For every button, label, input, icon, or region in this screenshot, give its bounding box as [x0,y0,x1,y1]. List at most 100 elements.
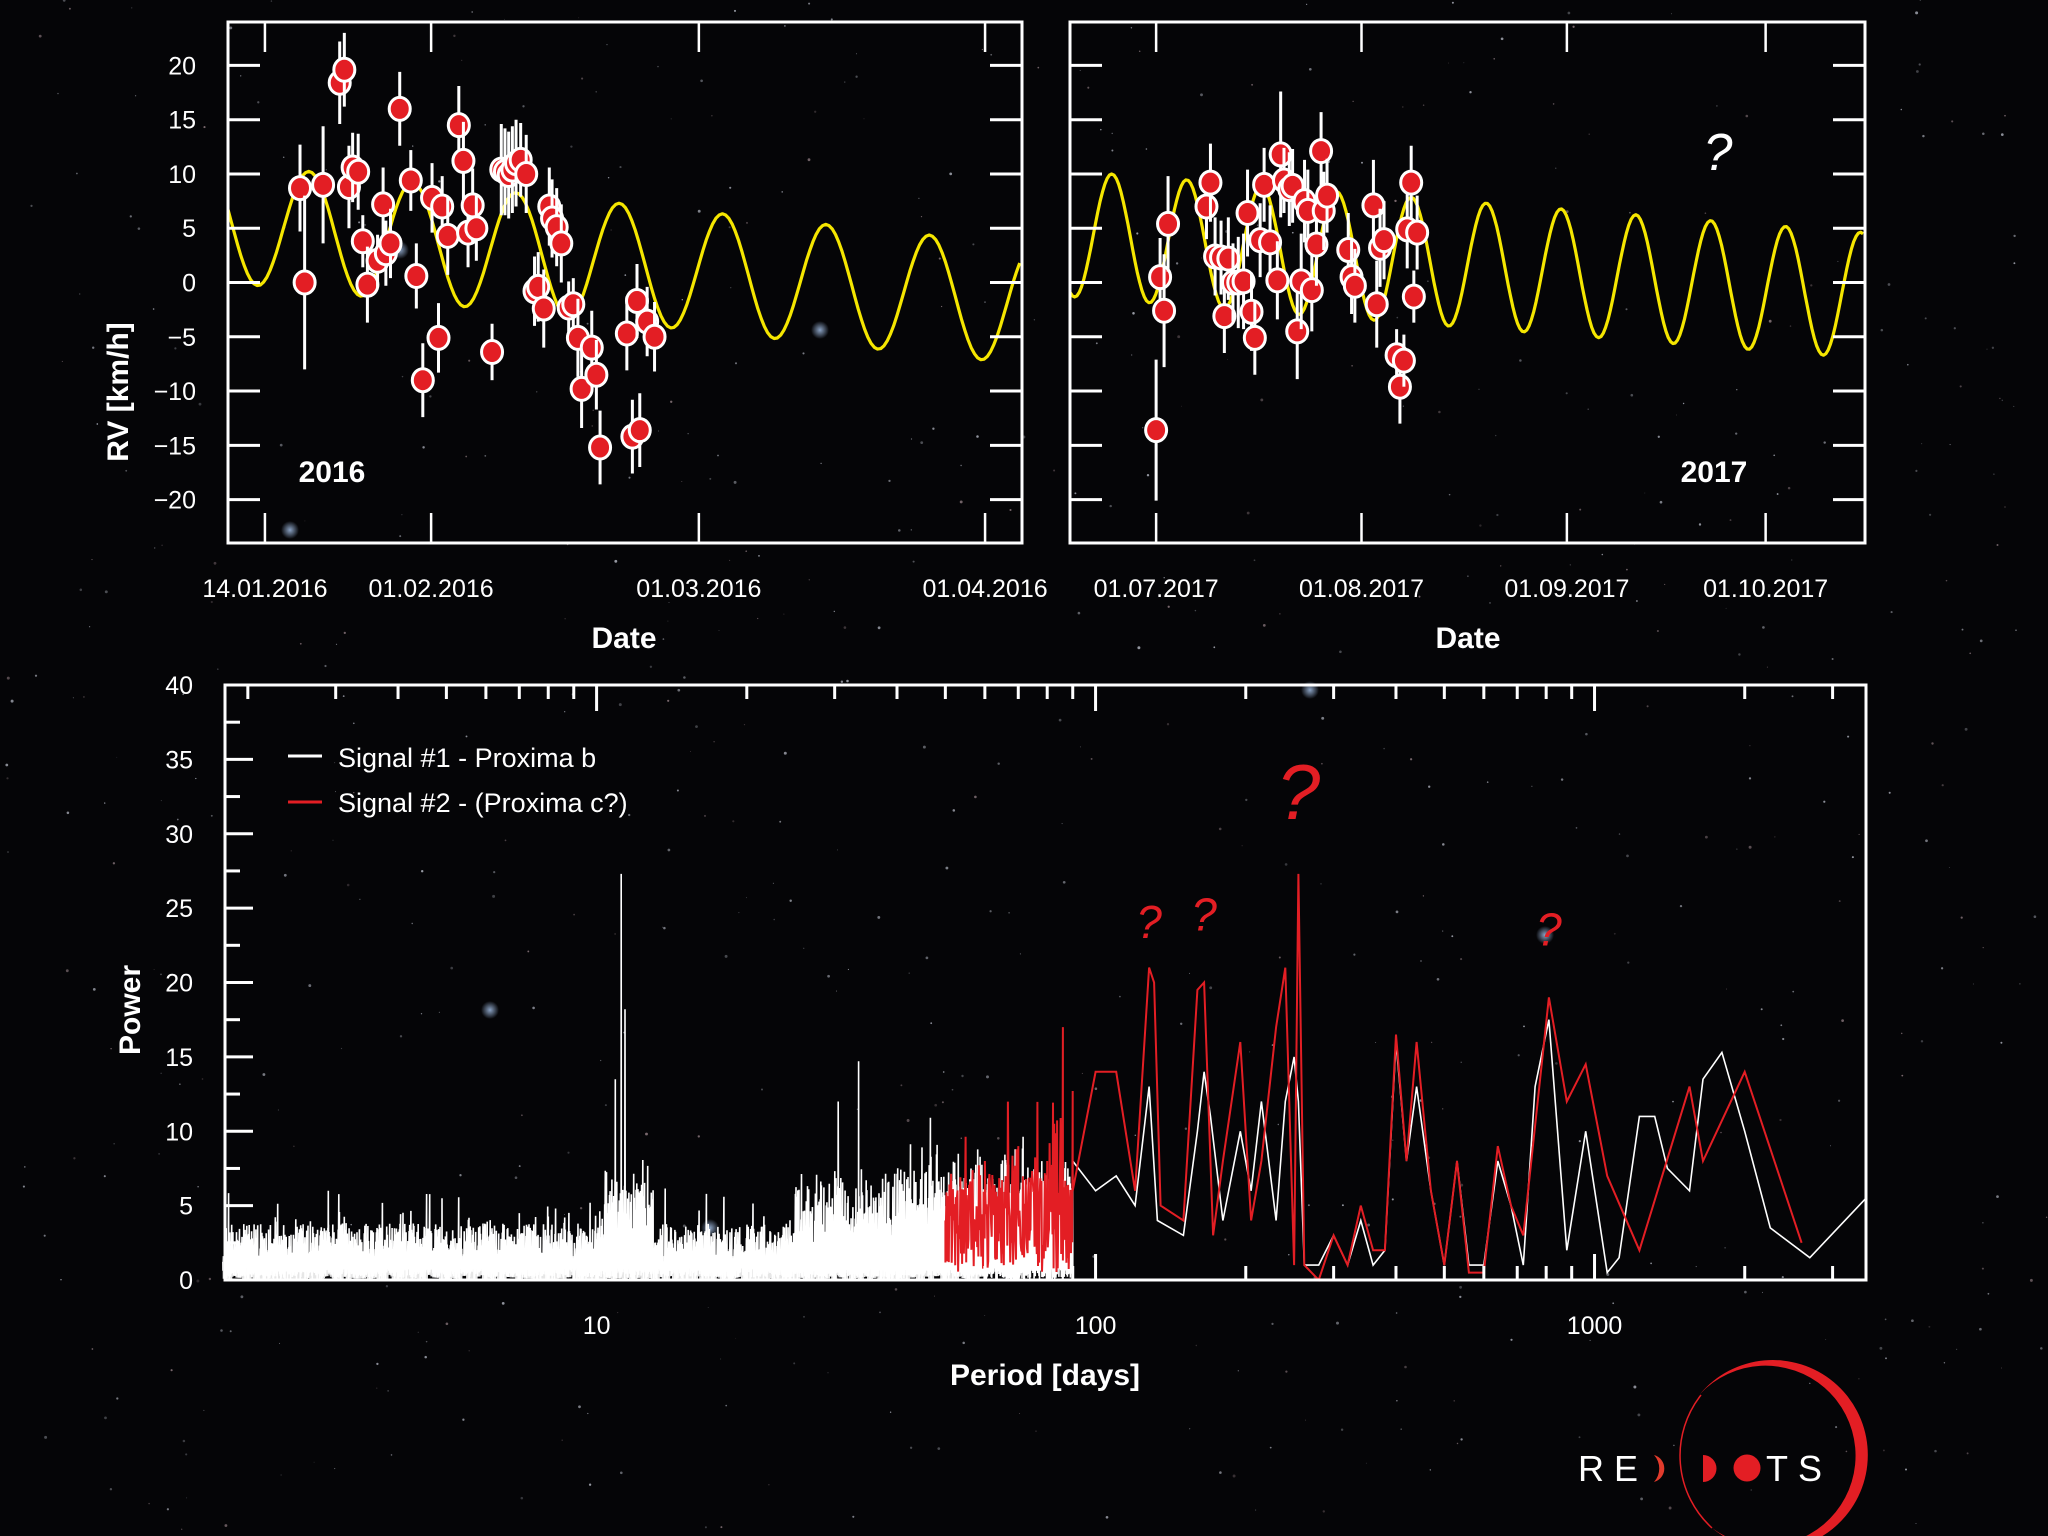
axes-2016: 20 15 10 5 0 −5 −10 −15 −20 14.01.2016 01.02.2016 0… [154,20,1048,603]
star [773,918,775,921]
star [649,665,653,668]
data-point [292,195,317,370]
data-point [1372,201,1397,280]
star [1395,910,1399,914]
star [827,974,830,978]
x-tick-label: 01.04.2016 [923,575,1048,603]
star [1486,781,1489,783]
star [438,180,441,183]
point-marker [1156,210,1181,237]
star [536,391,538,393]
star [1194,609,1197,612]
star [657,65,659,68]
star [912,560,915,563]
star [920,441,924,444]
star [352,722,355,725]
star [390,1454,393,1456]
star [1993,473,1995,475]
data-point [451,121,476,201]
star [729,186,732,189]
star [484,455,487,457]
star [152,308,155,310]
star [24,1166,26,1168]
star [1189,1428,1191,1430]
star [592,409,594,411]
panel-label-2017: 2017 [1681,456,1748,489]
star [720,1526,723,1529]
star [57,92,59,95]
data-point [1401,270,1426,323]
star [1079,70,1081,71]
star [1646,705,1649,708]
star [2013,262,2016,265]
point-marker [404,262,429,289]
star [1304,1419,1306,1421]
legend-label-signal-1: Signal #1 - Proxima b [338,743,596,773]
star [1625,308,1628,311]
star [1418,595,1421,598]
star [1720,1131,1722,1134]
star [182,693,185,696]
star [1495,434,1497,437]
star [217,668,219,670]
y-tick-label: 40 [165,672,193,700]
star [257,101,260,104]
y-tick-label: 15 [165,1044,193,1072]
star [888,479,891,483]
star [835,990,838,992]
star [182,1439,186,1443]
star [1478,388,1480,390]
star [1565,392,1568,395]
star [1459,1295,1462,1299]
star [670,400,673,403]
point-marker [1152,297,1177,324]
star [624,274,627,276]
star [1779,1118,1782,1122]
star [334,762,336,764]
star [833,610,835,613]
star [807,158,811,162]
star [1698,523,1702,526]
star [981,48,984,51]
point-marker [579,334,604,361]
point-marker [531,295,556,322]
point-marker [588,434,613,461]
star [1137,646,1141,650]
star [1915,469,1918,472]
data-point [627,393,652,468]
star [949,172,953,176]
star [334,1468,336,1470]
star [279,1342,281,1344]
star [1227,358,1229,360]
point-marker [569,375,594,402]
star [1429,1469,1431,1471]
star [203,1409,205,1411]
star [1982,1222,1984,1224]
data-point [1304,203,1329,286]
star [465,455,468,458]
point-marker [1194,193,1219,220]
star [324,664,327,668]
star [160,800,162,802]
star [900,1084,903,1087]
star [942,1071,945,1073]
star [1422,104,1425,106]
star [1810,284,1813,287]
star [131,7,133,9]
star [1969,652,1972,655]
star [1761,1291,1763,1293]
point-marker [426,324,451,351]
rv-points-2016 [288,32,667,485]
star [420,869,424,873]
star [1879,1346,1883,1350]
star [984,301,986,303]
point-marker [355,271,380,298]
star [906,1119,910,1122]
star [1885,1357,1887,1360]
star [1668,1506,1672,1510]
star [1922,134,1925,138]
star [282,156,285,159]
star [1635,600,1638,602]
star [468,1350,470,1352]
star [1924,317,1927,320]
